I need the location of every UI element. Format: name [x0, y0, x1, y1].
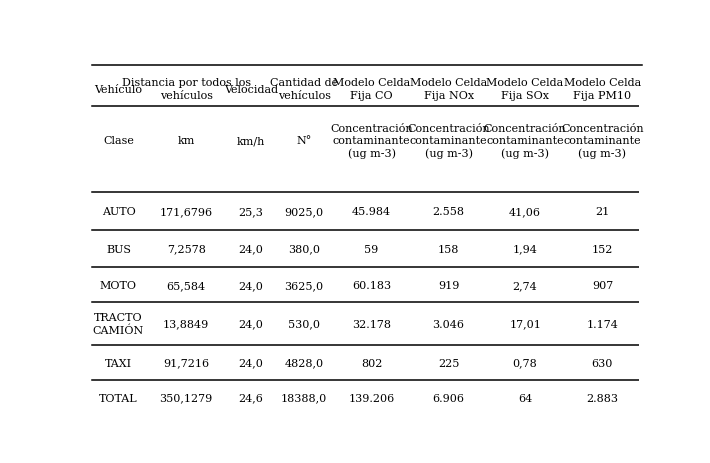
- Text: 350,1279: 350,1279: [160, 393, 213, 403]
- Text: 2,74: 2,74: [513, 280, 537, 290]
- Text: 24,0: 24,0: [239, 280, 263, 290]
- Text: 3625,0: 3625,0: [285, 280, 324, 290]
- Text: Modelo Celda
Fija NOx: Modelo Celda Fija NOx: [410, 78, 487, 100]
- Text: 13,8849: 13,8849: [163, 319, 209, 329]
- Text: 45.984: 45.984: [352, 206, 391, 217]
- Text: 0,78: 0,78: [513, 358, 537, 368]
- Text: Cantidad de
vehículos: Cantidad de vehículos: [270, 78, 338, 100]
- Text: 907: 907: [591, 280, 613, 290]
- Text: 919: 919: [438, 280, 459, 290]
- Text: 41,06: 41,06: [509, 206, 541, 217]
- Text: 21: 21: [595, 206, 609, 217]
- Text: 225: 225: [438, 358, 459, 368]
- Text: 802: 802: [361, 358, 382, 368]
- Text: Concentración
contaminante
(ug m-3): Concentración contaminante (ug m-3): [330, 124, 413, 159]
- Text: AUTO: AUTO: [102, 206, 136, 217]
- Text: 91,7216: 91,7216: [163, 358, 209, 368]
- Text: 2.883: 2.883: [586, 393, 618, 403]
- Text: Modelo Celda
Fija CO: Modelo Celda Fija CO: [333, 78, 410, 100]
- Text: Distancia por todos los
vehículos: Distancia por todos los vehículos: [121, 78, 251, 100]
- Text: Velocidad: Velocidad: [224, 84, 278, 94]
- Text: km/h: km/h: [237, 136, 266, 146]
- Text: 25,3: 25,3: [239, 206, 263, 217]
- Text: 9025,0: 9025,0: [285, 206, 324, 217]
- Text: 139.206: 139.206: [349, 393, 395, 403]
- Text: 158: 158: [438, 244, 459, 254]
- Text: 32.178: 32.178: [352, 319, 391, 329]
- Text: 18388,0: 18388,0: [281, 393, 327, 403]
- Text: N°: N°: [297, 136, 312, 146]
- Text: 380,0: 380,0: [288, 244, 320, 254]
- Text: Concentración
contaminante
(ug m-3): Concentración contaminante (ug m-3): [561, 124, 644, 159]
- Text: Modelo Celda
Fija PM10: Modelo Celda Fija PM10: [564, 78, 641, 100]
- Text: BUS: BUS: [106, 244, 131, 254]
- Text: TAXI: TAXI: [105, 358, 132, 368]
- Text: 3.046: 3.046: [432, 319, 464, 329]
- Text: 6.906: 6.906: [432, 393, 464, 403]
- Text: 4828,0: 4828,0: [285, 358, 324, 368]
- Text: 530,0: 530,0: [288, 319, 320, 329]
- Text: Concentración
contaminante
(ug m-3): Concentración contaminante (ug m-3): [484, 124, 567, 159]
- Text: Modelo Celda
Fija SOx: Modelo Celda Fija SOx: [486, 78, 564, 100]
- Text: Concentración
contaminante
(ug m-3): Concentración contaminante (ug m-3): [408, 124, 490, 159]
- Text: 24,6: 24,6: [239, 393, 263, 403]
- Text: 59: 59: [364, 244, 378, 254]
- Text: 65,584: 65,584: [167, 280, 206, 290]
- Text: Vehículo: Vehículo: [94, 84, 143, 94]
- Text: 24,0: 24,0: [239, 358, 263, 368]
- Text: km: km: [178, 136, 195, 146]
- Text: 1.174: 1.174: [586, 319, 618, 329]
- Text: Clase: Clase: [103, 136, 134, 146]
- Text: 60.183: 60.183: [352, 280, 391, 290]
- Text: 17,01: 17,01: [509, 319, 541, 329]
- Text: 24,0: 24,0: [239, 319, 263, 329]
- Text: 64: 64: [518, 393, 532, 403]
- Text: 630: 630: [591, 358, 613, 368]
- Text: 2.558: 2.558: [432, 206, 464, 217]
- Text: 171,6796: 171,6796: [160, 206, 213, 217]
- Text: TOTAL: TOTAL: [99, 393, 138, 403]
- Text: 7,2578: 7,2578: [167, 244, 206, 254]
- Text: TRACTO
CAMIÓN: TRACTO CAMIÓN: [93, 313, 144, 336]
- Text: 24,0: 24,0: [239, 244, 263, 254]
- Text: 152: 152: [591, 244, 613, 254]
- Text: 1,94: 1,94: [513, 244, 537, 254]
- Text: MOTO: MOTO: [100, 280, 137, 290]
